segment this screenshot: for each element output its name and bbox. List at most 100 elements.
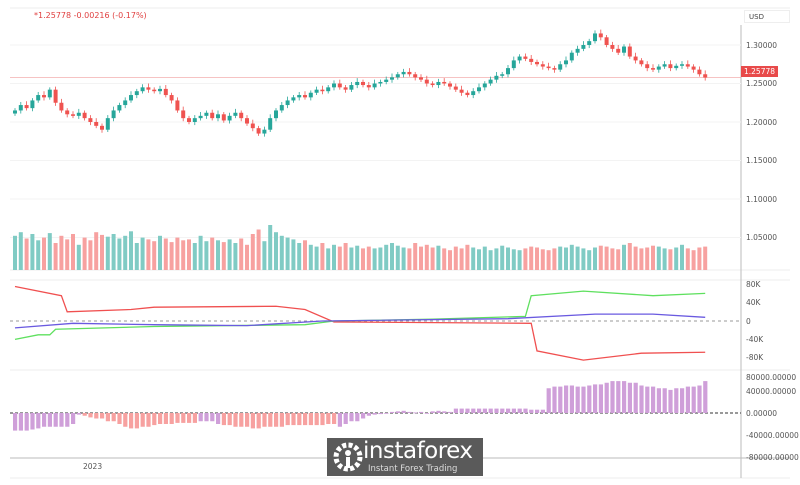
logo-name: instaforex [363, 438, 473, 464]
histogram-bar [593, 384, 598, 413]
histogram-bar [685, 386, 690, 413]
candle [662, 64, 667, 67]
histogram-bar [152, 413, 157, 426]
volume-bar [633, 246, 638, 270]
candle [413, 74, 418, 78]
histogram-bar [651, 386, 656, 413]
candle [482, 83, 487, 88]
candle [610, 45, 615, 49]
candle [198, 115, 203, 119]
histogram-bar [42, 413, 47, 427]
candle [53, 89, 58, 103]
volume-bar [65, 239, 70, 270]
histogram-bar [436, 410, 441, 413]
histogram-bar [65, 413, 70, 427]
volume-bar [53, 243, 58, 270]
histogram-bar [216, 413, 221, 424]
volume-bar [42, 237, 46, 270]
candle [134, 91, 139, 96]
candle [256, 128, 261, 134]
histogram-bar [175, 413, 180, 423]
histogram-bar [53, 413, 58, 427]
candle [308, 92, 313, 98]
candle [436, 81, 441, 86]
volume-bar [100, 234, 104, 270]
candle [622, 46, 626, 53]
candle [326, 87, 331, 92]
candle [471, 91, 476, 96]
histogram-bar [587, 385, 592, 413]
candle [685, 64, 690, 67]
candle [366, 85, 371, 88]
cot-tick-label: 40K [746, 298, 761, 308]
histogram-bar [158, 413, 163, 424]
candle [297, 95, 302, 98]
candle [227, 115, 232, 121]
histogram-bar [100, 413, 105, 419]
histogram-bar [349, 413, 354, 422]
histogram-bar [413, 412, 418, 414]
histogram-bar [13, 413, 18, 431]
volume-bar [175, 237, 180, 270]
histogram-bar [297, 413, 302, 426]
cot-line-blue [14, 313, 706, 329]
volume-bar [314, 246, 319, 270]
histogram-bar [430, 411, 435, 413]
histogram-bar [94, 413, 99, 419]
currency-label[interactable]: USD [744, 10, 790, 23]
volume-bar [569, 244, 574, 270]
volume-bar [691, 250, 696, 270]
histogram-bar [303, 413, 308, 426]
histogram-bar [24, 413, 29, 431]
candle [558, 64, 563, 70]
candle [187, 118, 191, 122]
candle [123, 100, 128, 106]
histogram-bar [169, 413, 174, 424]
logo-tagline: Instant Forex Trading [368, 464, 458, 474]
candle [18, 105, 23, 111]
histogram-bar [401, 410, 406, 413]
volume-bar [685, 248, 690, 270]
volume-bar [198, 235, 203, 270]
histogram-bar [198, 413, 203, 422]
histogram-bar [227, 413, 232, 426]
histogram-bar [424, 413, 429, 414]
histogram-bar [540, 409, 545, 413]
price-tick-label: 1.05000 [746, 233, 778, 242]
candle [697, 69, 702, 75]
candle [680, 64, 684, 66]
histogram-bar [564, 385, 569, 413]
volume-bar [552, 248, 557, 270]
histogram-tick-label: -40000.00000 [746, 430, 799, 440]
volume-bar [262, 241, 267, 270]
candle [604, 37, 609, 45]
volume-bar [308, 244, 313, 270]
histogram-tick-label: 0.00000 [746, 408, 778, 418]
volume-bar [169, 242, 174, 270]
volume-bar [355, 245, 360, 270]
histogram-bar [88, 413, 93, 418]
candle [216, 114, 220, 119]
candle [355, 81, 360, 86]
histogram-tick-label: 40000.00000 [746, 386, 797, 396]
volume-bar [285, 237, 290, 270]
histogram-bar [697, 385, 702, 413]
histogram-bar [239, 413, 244, 427]
histogram-bar [703, 381, 708, 413]
volume-bar [651, 245, 655, 270]
volume-bar [436, 245, 441, 270]
volume-bar [216, 240, 220, 270]
volume-bar [593, 247, 597, 270]
histogram-bar [546, 388, 551, 413]
volume-bar [674, 247, 679, 270]
candle [535, 61, 539, 65]
volume-bar [645, 247, 650, 270]
candle [691, 66, 696, 70]
volume-bar [378, 247, 383, 270]
volume-bar [279, 235, 284, 270]
candle [424, 79, 429, 84]
volume-bar [372, 248, 377, 270]
volume-bar [366, 246, 371, 270]
candle [94, 122, 99, 126]
